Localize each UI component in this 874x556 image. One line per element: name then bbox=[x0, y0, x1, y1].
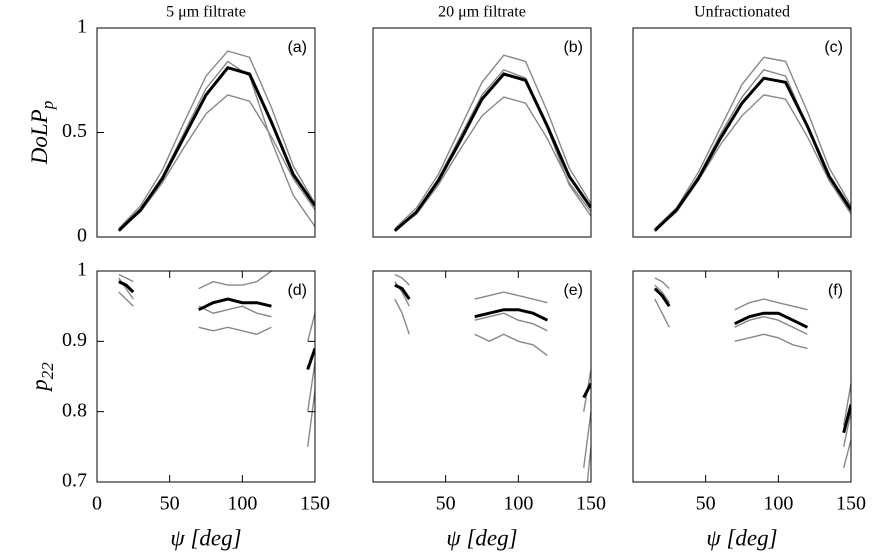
y-axis-label-sub: p bbox=[38, 101, 57, 111]
panel-label: (c) bbox=[824, 39, 843, 56]
series-line bbox=[117, 65, 315, 232]
y-tick-label: 0.9 bbox=[62, 329, 87, 351]
x-axis-label: ψ [deg] bbox=[170, 525, 241, 550]
x-tick-label: 150 bbox=[836, 493, 866, 515]
y-axis-label: DoLPp bbox=[27, 101, 57, 165]
plot-frame bbox=[372, 270, 592, 483]
series-line bbox=[394, 281, 591, 468]
series-line bbox=[118, 94, 315, 232]
y-tick-label: 0.8 bbox=[62, 399, 87, 421]
series-line bbox=[394, 273, 591, 412]
x-axis-label: ψ [deg] bbox=[446, 525, 517, 550]
panel-title: Unfractionated bbox=[694, 4, 790, 21]
panel: Unfractionated (c) bbox=[632, 4, 852, 238]
plot-frame bbox=[632, 270, 852, 483]
y-tick-label: 0.5 bbox=[62, 120, 87, 142]
panel: 50 100 150 (f) ψ [deg] bbox=[632, 270, 866, 550]
plot-frame bbox=[372, 27, 592, 238]
series-line bbox=[394, 68, 591, 232]
y-axis-label-main: DoLP bbox=[27, 109, 52, 165]
panel-label: (b) bbox=[563, 39, 583, 56]
x-axis-label: ψ [deg] bbox=[706, 525, 777, 550]
y-axis-label: p22 bbox=[27, 362, 57, 393]
series-line bbox=[118, 291, 315, 447]
x-tick-label: 100 bbox=[763, 493, 793, 515]
series-line bbox=[654, 68, 851, 232]
x-tick-label: 0 bbox=[92, 493, 102, 515]
series-line bbox=[118, 280, 315, 370]
panel-label: (a) bbox=[287, 39, 307, 56]
series-line bbox=[654, 298, 851, 469]
panel-label: (d) bbox=[287, 282, 307, 299]
series-line bbox=[654, 284, 851, 447]
series-line bbox=[394, 54, 591, 230]
x-tick-label: 100 bbox=[227, 493, 257, 515]
series-line bbox=[118, 271, 315, 342]
series-line bbox=[653, 287, 851, 434]
plot-frame bbox=[96, 27, 316, 238]
series-line bbox=[653, 76, 851, 232]
panel: 20 μm filtrate (b) bbox=[372, 4, 592, 238]
panel-label: (f) bbox=[828, 282, 843, 299]
plot-frame bbox=[632, 27, 852, 238]
y-axis-label-main: p bbox=[27, 379, 52, 393]
x-tick-label: 150 bbox=[576, 493, 606, 515]
x-tick-label: 50 bbox=[160, 493, 180, 515]
series-line bbox=[394, 96, 591, 232]
series-line bbox=[394, 283, 591, 399]
y-tick-label: 0.7 bbox=[62, 470, 87, 492]
x-tick-label: 100 bbox=[503, 493, 533, 515]
series-line bbox=[654, 56, 851, 230]
y-tick-label: 1 bbox=[77, 259, 87, 281]
x-tick-label: 50 bbox=[436, 493, 456, 515]
series-line bbox=[654, 277, 851, 426]
y-tick-label: 1 bbox=[77, 16, 87, 38]
panel: 0.7 0.8 0.9 1 0 50 100 150 (d) ψ [deg] p22 bbox=[27, 259, 330, 551]
series-line bbox=[393, 72, 591, 232]
series-line bbox=[118, 277, 315, 412]
x-tick-label: 150 bbox=[300, 493, 330, 515]
panel-label: (e) bbox=[563, 282, 583, 299]
panel: 50 100 150 (e) ψ [deg] bbox=[372, 270, 606, 550]
panel-title: 5 μm filtrate bbox=[166, 4, 246, 21]
y-tick-label: 0 bbox=[77, 225, 87, 247]
panel: 0 0.5 1 5 μm filtrate (a) DoLPp bbox=[27, 4, 316, 247]
panel-title: 20 μm filtrate bbox=[438, 4, 526, 21]
series-line bbox=[394, 298, 591, 482]
plot-frame bbox=[96, 270, 316, 483]
y-axis-label-sub: 22 bbox=[38, 362, 57, 380]
x-tick-label: 50 bbox=[696, 493, 716, 515]
series-line bbox=[118, 50, 315, 230]
